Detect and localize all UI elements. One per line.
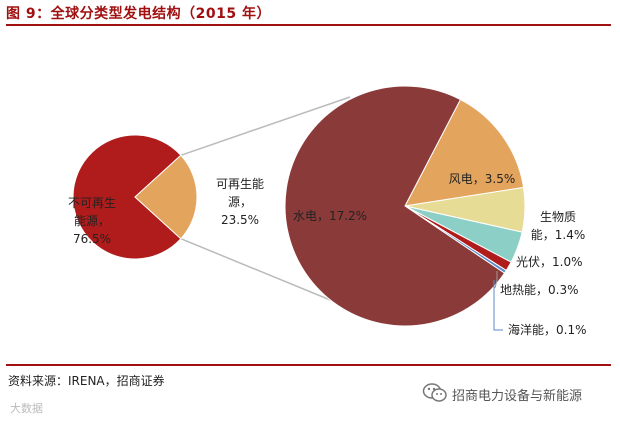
label-wind: 风电，3.5% <box>449 172 516 186</box>
chart-title: 图 9：全球分类型发电结构（2015 年） <box>6 6 271 22</box>
source-note: 资料来源：IRENA，招商证券 <box>8 374 165 388</box>
footer-divider <box>6 364 611 366</box>
slice-non-renewable <box>72 134 182 260</box>
brand-name: 招商电力设备与新能源 <box>452 389 583 404</box>
label-hydro: 水电，17.2% <box>293 209 367 223</box>
watermark-text: 大数据 <box>10 402 43 415</box>
leader-line-ocean <box>493 280 503 331</box>
wechat-icon <box>422 383 447 402</box>
label-renewable: 可再生能源， 23.5% <box>216 177 264 227</box>
label-biomass: 生物质能，1.4% <box>531 210 586 242</box>
connector-line-bottom <box>180 238 341 305</box>
slice-hydro <box>284 85 506 327</box>
slice-renewable <box>134 154 198 240</box>
leader-line-geothermal <box>494 271 498 289</box>
slice-wind <box>404 98 525 207</box>
title-divider <box>6 24 611 26</box>
label-geothermal: 地热能，0.3% <box>500 283 579 297</box>
label-ocean: 海洋能，0.1% <box>508 322 587 337</box>
connector-line-top <box>180 96 351 156</box>
label-solar: 光伏，1.0% <box>516 255 583 269</box>
label-non-renewable: 不可再生能源， 76.5% <box>68 196 116 246</box>
